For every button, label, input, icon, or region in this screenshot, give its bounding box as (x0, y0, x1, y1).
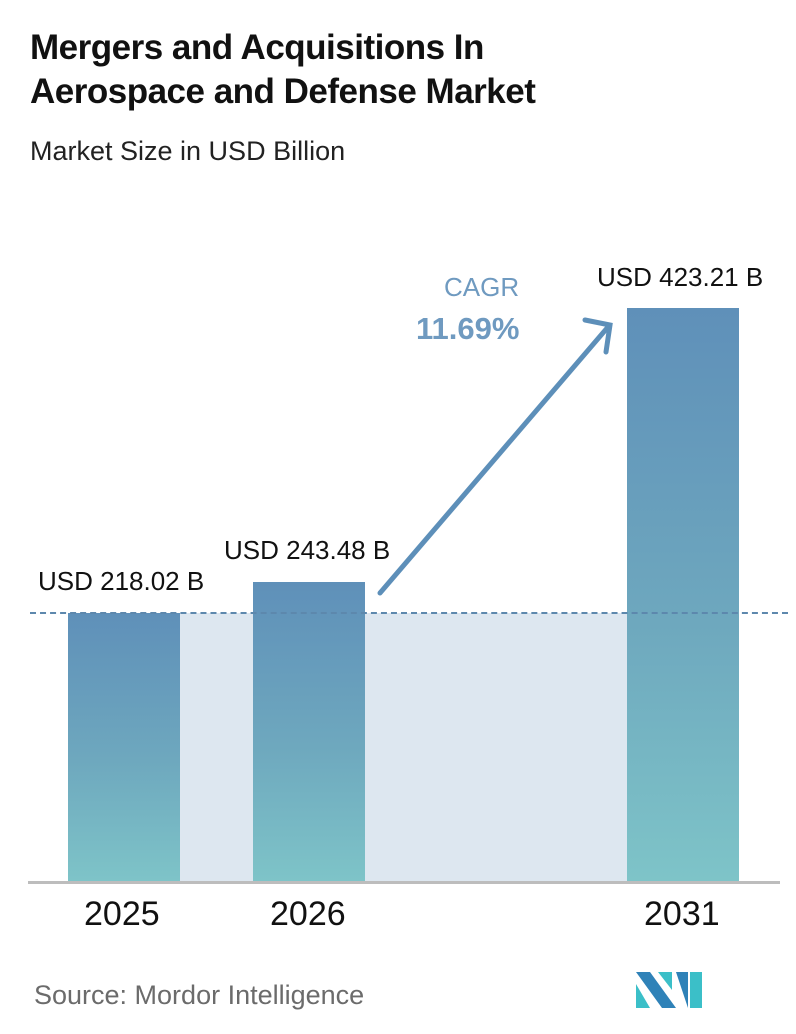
value-label-2031: USD 423.21 B (597, 262, 764, 292)
value-label-2025: USD 218.02 B (38, 566, 205, 596)
x-tick-2026: 2026 (270, 895, 346, 933)
reference-dashed-line (30, 612, 788, 614)
bar-2031 (627, 308, 739, 882)
title-line-2: Aerospace and Defense Market (30, 72, 536, 111)
title-line-1: Mergers and Acquisitions In (30, 28, 484, 67)
x-axis-line (28, 881, 780, 884)
chart-subtitle: Market Size in USD Billion (30, 136, 346, 166)
value-label-2026: USD 243.48 B (224, 535, 391, 565)
x-tick-2025: 2025 (84, 895, 160, 933)
bar-2026 (253, 582, 365, 882)
mordor-intelligence-logo-icon (636, 972, 702, 1008)
cagr-label: CAGR (444, 272, 520, 302)
cagr-value: 11.69% (416, 311, 520, 346)
source-note: Source: Mordor Intelligence (34, 980, 365, 1010)
x-tick-2031: 2031 (644, 895, 720, 933)
chart-title: Mergers and Acquisitions In Aerospace an… (30, 26, 536, 114)
bar-2025 (68, 613, 180, 882)
